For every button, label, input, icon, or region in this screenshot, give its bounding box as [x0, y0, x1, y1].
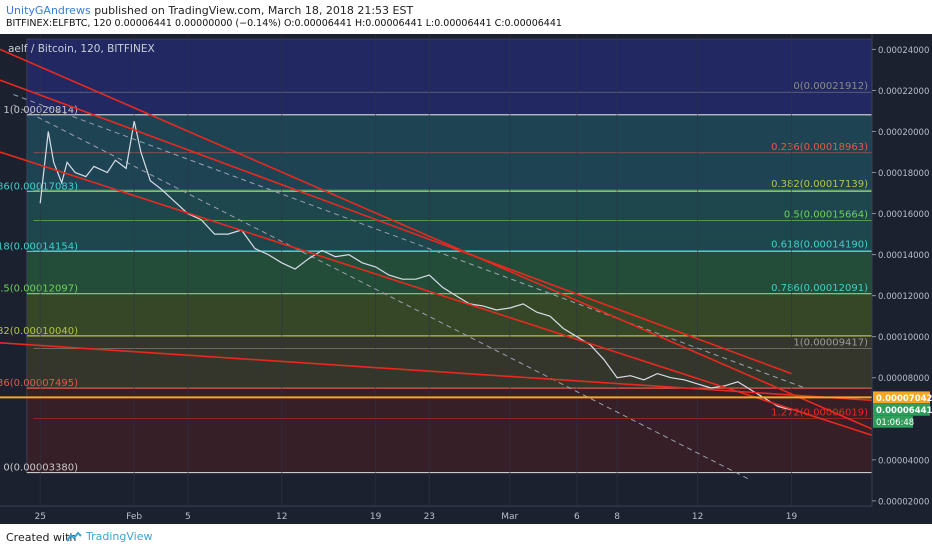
fib-left-label: 0.5(0.00012097) — [0, 284, 78, 295]
chart-area[interactable]: 1(0.00020814)786(0.00017083).618(0.00014… — [0, 34, 932, 524]
x-tick-label: 6 — [574, 512, 580, 522]
y-tick-label: 0.00024000 — [878, 46, 929, 56]
fib-left-label: .236(0.00007495) — [0, 378, 78, 389]
x-tick-label: 12 — [692, 512, 703, 522]
y-tick-label: 0.00016000 — [878, 210, 929, 220]
price-tag-label: 0.00007042 — [876, 394, 932, 404]
fib-right-label: 0(0.00021912) — [793, 81, 868, 92]
y-tick-label: 0.00012000 — [878, 292, 929, 302]
price-chart[interactable]: 1(0.00020814)786(0.00017083).618(0.00014… — [0, 34, 932, 524]
fib-right-label: 0.5(0.00015664) — [784, 209, 868, 220]
y-tick-label: 0.00004000 — [878, 456, 929, 466]
dashed-channel-line — [13, 104, 752, 481]
price-line — [39, 121, 792, 411]
fib-right-label: 1(0.00009417) — [793, 338, 868, 349]
trend-line — [0, 79, 792, 375]
x-tick-label: 19 — [370, 512, 382, 522]
fib-zone — [26, 293, 873, 336]
fib-zone — [26, 388, 873, 473]
fib-right-label: 0.786(0.00012091) — [771, 283, 868, 294]
x-tick-label: 8 — [614, 512, 620, 522]
chart-title: aelf / Bitcoin, 120, BITFINEX — [8, 43, 155, 55]
x-tick-label: Mar — [501, 512, 518, 522]
tradingview-label: TradingView — [86, 530, 153, 543]
created-with-label: Created with — [6, 531, 77, 544]
y-tick-label: 0.00010000 — [878, 333, 929, 343]
trend-line — [0, 151, 873, 436]
x-tick-label: 5 — [185, 512, 191, 522]
x-tick-label: 23 — [424, 512, 435, 522]
footer: Created with TradingView — [0, 524, 932, 550]
publish-header: UnityGAndrews published on TradingView.c… — [6, 4, 413, 17]
ohlc-header: BITFINEX:ELFBTC, 120 0.00006441 0.000000… — [6, 18, 562, 29]
fib-left-label: 382(0.00010040) — [0, 326, 78, 337]
fib-zone — [26, 251, 873, 294]
y-tick-label: 0.00014000 — [878, 251, 929, 261]
time-axis-bg — [0, 506, 932, 524]
fib-left-label: .618(0.00014154) — [0, 241, 78, 252]
dashed-channel-line — [13, 94, 806, 389]
x-tick-label: 12 — [276, 512, 287, 522]
trend-line — [0, 342, 873, 402]
fib-right-label: 0.382(0.00017139) — [771, 179, 868, 190]
author-link[interactable]: UnityGAndrews — [6, 4, 91, 17]
y-tick-label: 0.00018000 — [878, 169, 929, 179]
fib-zone — [26, 335, 873, 389]
x-tick-label: 25 — [35, 512, 46, 522]
trend-line — [0, 48, 873, 430]
price-axis-bg — [872, 34, 932, 524]
y-tick-label: 0.00008000 — [878, 374, 929, 384]
price-tag-box — [873, 391, 930, 404]
countdown-box — [873, 415, 913, 428]
fib-right-label: 0.618(0.00014190) — [771, 240, 868, 251]
fib-right-label: 0.236(0.00018963) — [771, 142, 868, 153]
price-tag-label: 0.00006441 — [876, 406, 932, 416]
y-tick-label: 0.00022000 — [878, 87, 929, 97]
y-tick-label: 0.00020000 — [878, 128, 929, 138]
tradingview-logo-icon — [66, 531, 82, 542]
fib-zone — [26, 39, 873, 115]
fib-right-label: 1.272(0.00006019) — [771, 407, 868, 418]
countdown-label: 01:06:48 — [876, 418, 914, 428]
fib-zone — [26, 191, 873, 252]
x-tick-label: Feb — [126, 512, 142, 522]
tradingview-brand[interactable]: TradingView — [66, 530, 152, 543]
y-tick-label: 0.00002000 — [878, 497, 929, 507]
x-tick-label: 19 — [786, 512, 798, 522]
publish-info: published on TradingView.com, March 18, … — [94, 4, 414, 17]
price-tag-box — [873, 403, 930, 416]
fib-left-label: 786(0.00017083) — [0, 181, 78, 192]
